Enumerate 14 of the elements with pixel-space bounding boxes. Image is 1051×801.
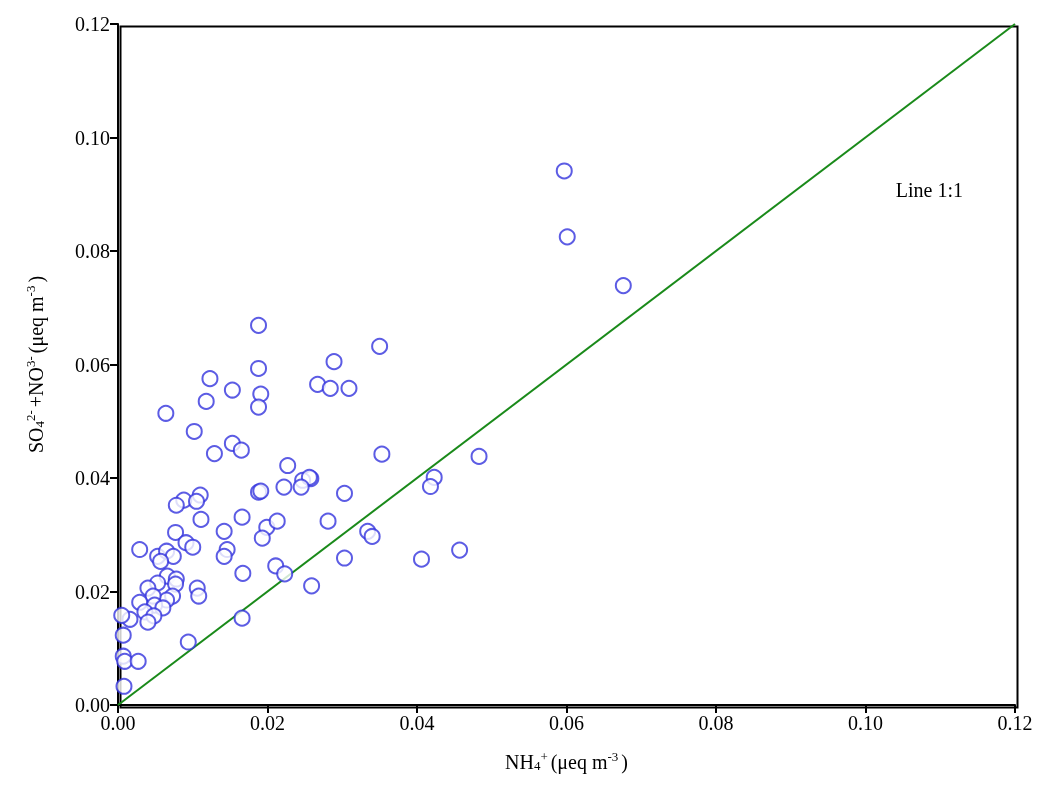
- y-axis-title: SO42-+NO3-(μeq m-3): [23, 275, 48, 454]
- y-tick-label: 0.12: [75, 13, 110, 35]
- y-tick-label: 0.04: [75, 467, 110, 489]
- x-tick-label: 0.06: [549, 712, 584, 734]
- annotation: Line 1:1: [895, 179, 964, 201]
- x-tick-label: 0.12: [997, 712, 1033, 734]
- y-tick-label: 0.06: [75, 353, 110, 376]
- x-tick-label: 0.04: [399, 712, 435, 734]
- y-tick-label: 0.02: [75, 580, 110, 603]
- x-tick-label: 0.08: [698, 712, 734, 734]
- x-tick-label: 0.10: [848, 712, 883, 734]
- y-tick-label: 0.10: [75, 126, 110, 149]
- x-tick-label: 0.02: [250, 712, 285, 734]
- y-tick-label: 0.08: [75, 240, 110, 262]
